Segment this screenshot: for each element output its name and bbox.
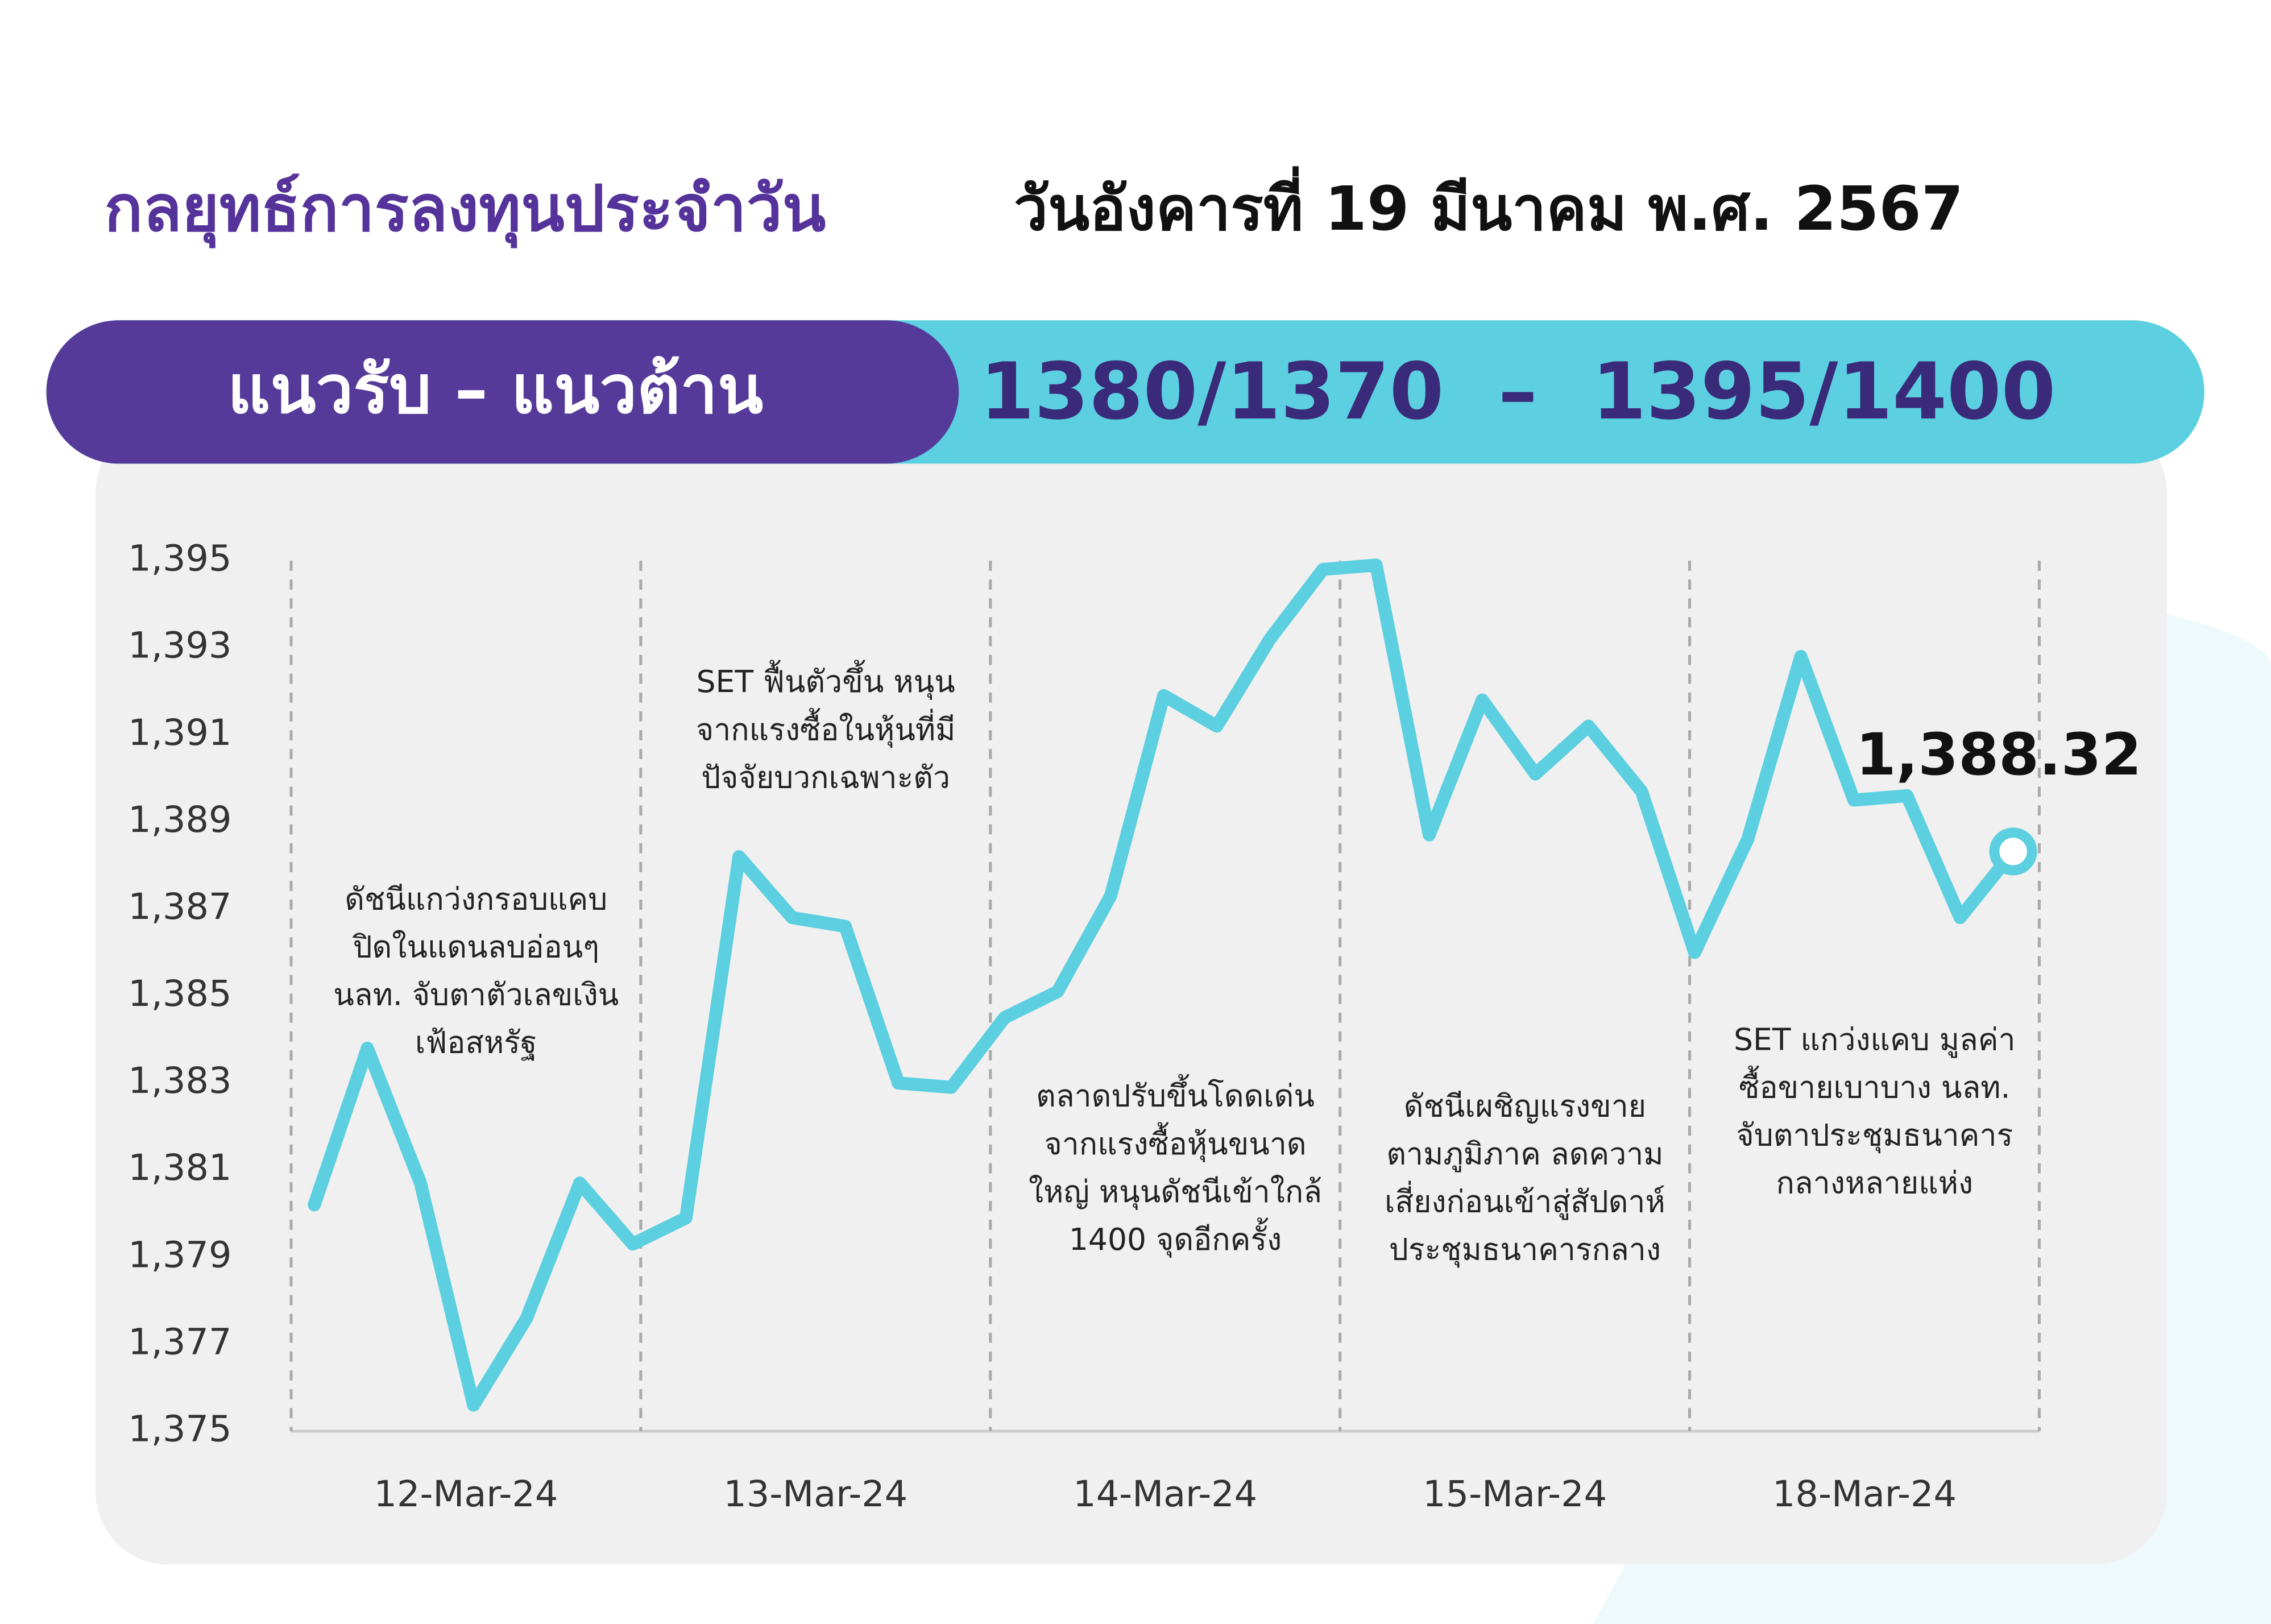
x-tick-label: 18-Mar-24	[1772, 1473, 1957, 1515]
annotation: จากแรงซื้อในหุ้นที่มี	[696, 707, 956, 748]
x-tick-label: 14-Mar-24	[1073, 1473, 1257, 1515]
plot: 1,375 1,377 1,379 1,381 1,383 1,385 1,387 1,389…	[128, 538, 2141, 1516]
price-line	[308, 558, 2020, 1412]
levels: 1380/1370 – 1395/1400	[980, 346, 2056, 437]
y-tick-label: 1,393	[128, 625, 231, 667]
y-tick-label: 1,389	[128, 799, 231, 841]
y-tick-label: 1,381	[128, 1147, 231, 1189]
annotation: SET ฟื้นตัวขึ้น หนุน	[697, 660, 955, 700]
y-tick-label: 1,385	[128, 973, 231, 1015]
y-tick-label: 1,383	[128, 1060, 231, 1102]
y-tick-label: 1,377	[128, 1321, 231, 1363]
annotation: ดัชนีเผชิญแรงขาย	[1404, 1088, 1646, 1124]
levels-label: แนวรับ – แนวต้าน	[227, 350, 763, 428]
annotation: เสี่ยงก่อนเข้าสู่สัปดาห์	[1385, 1181, 1665, 1220]
annotation: ตามภูมิภาค ลดความ	[1386, 1136, 1663, 1173]
value-label: 1,388.32	[1856, 721, 2142, 789]
annotation: ตลาดปรับขึ้นโดดเด่น	[1036, 1074, 1315, 1114]
levels-label-bar	[46, 320, 959, 464]
title: กลยุทธ์การลงทุนประจำวัน	[104, 172, 826, 248]
y-tick-label: 1,387	[128, 886, 231, 928]
x-tick-label: 13-Mar-24	[723, 1473, 907, 1515]
annotation: ปิดในแดนลบอ่อนๆ	[352, 929, 599, 964]
annotation: ประชุมธนาคารกลาง	[1389, 1232, 1661, 1268]
annotation: เฟ้อสหรัฐ	[415, 1024, 537, 1060]
x-tick-label: 15-Mar-24	[1423, 1473, 1607, 1515]
annotation: จับตาประชุมธนาคาร	[1736, 1117, 2013, 1153]
date: วันอังคารที่ 19 มีนาคม พ.ศ. 2567	[1014, 166, 1963, 245]
annotation: ซื้อขายเบาบาง นลท.	[1739, 1065, 2010, 1105]
annotation: ดัชนีแกว่งกรอบแคบ	[345, 881, 607, 917]
annotation: นลท. จับตาตัวเลขเงิน	[333, 976, 619, 1012]
chart-panel	[96, 420, 2167, 1565]
annotation: กลางหลายแห่ง	[1776, 1165, 1974, 1201]
annotation: 1400 จุดอีกครั้ง	[1069, 1217, 1282, 1258]
annotation: SET แกว่งแคบ มูลค่า	[1734, 1021, 2015, 1058]
end-point	[1989, 827, 2037, 876]
annotation: ปัจจัยบวกเฉพาะตัว	[701, 759, 950, 795]
annotation: ใหญ่ หนุนดัชนีเข้าใกล้	[1029, 1174, 1322, 1210]
y-tick-label: 1,375	[128, 1408, 231, 1450]
y-tick-label: 1,391	[128, 712, 231, 754]
annotation: จากแรงซื้อหุ้นขนาด	[1044, 1122, 1306, 1162]
y-tick-label: 1,379	[128, 1234, 231, 1276]
y-tick-label: 1,395	[128, 538, 231, 580]
x-tick-label: 12-Mar-24	[374, 1473, 558, 1515]
